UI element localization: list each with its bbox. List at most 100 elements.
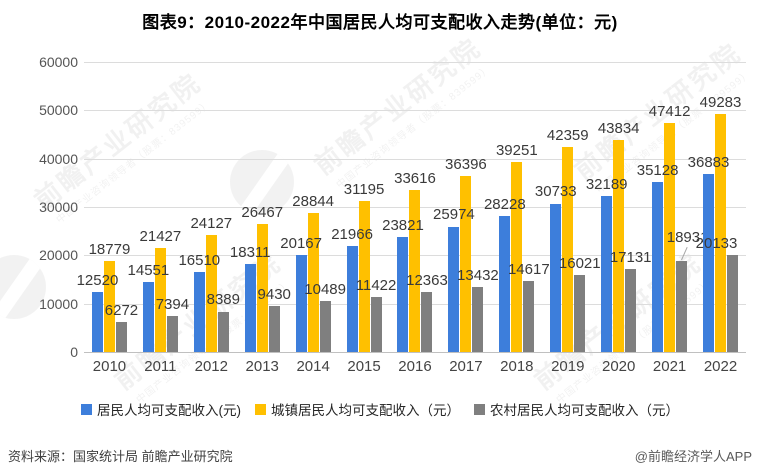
bar-group-2017: 25974 36396 13432 2017 [433, 62, 499, 375]
bar-group-2018: 28228 39251 14617 2018 [484, 62, 550, 375]
bar-series3-2022 [727, 254, 739, 352]
bar-series2-2020 [613, 140, 625, 352]
source-note: 资料来源：国家统计局 前瞻产业研究院 [8, 449, 233, 464]
data-label-series3-2022: 20133 [695, 234, 738, 252]
bar-group-2016: 23821 33616 12363 2016 [382, 62, 448, 375]
x-axis-tick-label: 2019 [551, 358, 585, 375]
data-label-series1-2012: 16510 [178, 252, 221, 270]
bar-series1-2018 [499, 215, 511, 352]
x-axis-tick-label: 2020 [601, 358, 636, 375]
bar-series1-2014 [295, 254, 307, 352]
bar-series1-2020 [601, 196, 613, 352]
legend-label: 城镇居民人均可支配收入（元） [271, 403, 460, 418]
data-label-series1-2010: 12520 [76, 271, 119, 289]
data-label-series3-2019: 16021 [558, 254, 601, 272]
bar-series3-2015 [370, 296, 382, 352]
data-label-series3-2021: 18931 [666, 228, 709, 246]
x-axis-tick-label: 2021 [652, 358, 687, 375]
bar-series2-2018 [511, 162, 523, 352]
data-label-series3-2018: 14617 [507, 261, 550, 279]
bar-series2-2013 [256, 224, 268, 352]
data-label-series1-2021: 35128 [636, 162, 679, 180]
legend-swatch-icon [81, 403, 92, 415]
bar-series1-2016 [397, 236, 409, 352]
data-label-series2-2012: 24127 [190, 215, 233, 233]
legend-label: 农村居民人均可支配收入（元） [490, 403, 679, 418]
bar-series1-2010 [91, 291, 103, 352]
data-label-series2-2011: 21427 [139, 228, 182, 246]
gridline [84, 110, 746, 112]
data-label-series2-2013: 26467 [241, 204, 284, 222]
footer: 资料来源：国家统计局 前瞻产业研究院 @前瞻经济学人APP [0, 444, 760, 466]
data-label-series2-2014: 28844 [292, 192, 334, 210]
bar-group-2012: 16510 24127 8389 2012 [178, 62, 240, 375]
data-label-series3-2011: 7394 [155, 296, 190, 314]
data-label-series1-2018: 28228 [483, 195, 526, 213]
x-axis-tick-label: 2011 [144, 358, 177, 375]
data-label-series1-2016: 23821 [382, 216, 424, 234]
data-label-series3-2013: 9430 [257, 286, 291, 304]
bar-series1-2022 [703, 173, 715, 352]
x-axis-tick-label: 2013 [245, 358, 279, 375]
bar-series2-2012 [205, 235, 217, 352]
bar-series3-2011 [166, 316, 178, 352]
bar-group-2013: 18311 26467 9430 2013 [230, 62, 291, 375]
chart-title: 图表9：2010-2022年中国居民人均可支配收入走势(单位：元) [142, 13, 618, 32]
data-label-series3-2016: 12363 [406, 272, 448, 290]
legend-item-series1: 居民人均可支配收入(元) [81, 399, 241, 419]
bar-series3-2021 [676, 260, 688, 352]
data-label-series2-2010: 18779 [88, 241, 131, 259]
data-label-series1-2015: 21966 [331, 225, 373, 243]
bar-series3-2014 [319, 301, 331, 352]
bar-series2-2015 [358, 201, 370, 352]
data-label-series2-2021: 47412 [648, 102, 691, 120]
data-label-series1-2022: 36883 [687, 153, 730, 171]
data-label-series1-2019: 30733 [534, 183, 577, 201]
data-label-series1-2011: 14551 [127, 261, 170, 279]
x-axis-tick-label: 2012 [194, 358, 228, 375]
x-axis-tick-label: 2017 [449, 358, 483, 375]
y-axis-tick-label: 20000 [39, 247, 78, 264]
data-label-series3-2010: 6272 [104, 301, 139, 319]
y-axis-tick-label: 60000 [39, 54, 78, 70]
legend-item-series2: 城镇居民人均可支配收入（元） [255, 399, 460, 419]
data-label-series3-2017: 13432 [457, 267, 499, 285]
plot-area: 0 10000 20000 30000 40000 50000 60000 12520 1877… [39, 54, 746, 375]
bar-series2-2019 [562, 147, 574, 352]
bar-series2-2011 [154, 248, 166, 352]
x-axis-tick-label: 2016 [398, 358, 432, 375]
bar-series3-2017 [472, 287, 484, 352]
bar-series1-2013 [244, 263, 256, 352]
x-axis-tick-label: 2015 [347, 358, 381, 375]
bar-group-2020: 32189 43834 17131 2020 [586, 62, 652, 375]
data-label-series2-2019: 42359 [546, 127, 589, 145]
bar-group-2015: 21966 31195 11422 2015 [331, 62, 396, 375]
x-axis-tick-label: 2022 [703, 358, 738, 375]
bar-series3-2019 [574, 274, 586, 352]
y-axis-tick-label: 0 [70, 344, 78, 360]
data-label-series1-2013: 18311 [229, 243, 271, 261]
data-label-series2-2022: 49283 [699, 93, 742, 111]
y-axis-tick-label: 30000 [39, 199, 78, 215]
bar-group-2011: 14551 21427 7394 2011 [128, 62, 190, 375]
data-label-series1-2017: 25974 [433, 206, 475, 224]
gridline [84, 158, 746, 160]
legend-swatch-icon [255, 403, 266, 415]
bar-series3-2020 [625, 269, 637, 352]
legend-swatch-icon [474, 403, 485, 415]
bar-series2-2017 [460, 176, 472, 352]
label-leader-line [680, 246, 688, 260]
bar-series1-2015 [346, 245, 358, 352]
data-label-series3-2012: 8389 [206, 291, 240, 309]
bar-series3-2012 [217, 311, 229, 352]
x-axis-tick-label: 2014 [296, 358, 330, 375]
y-axis-tick-label: 40000 [39, 150, 78, 167]
legend-item-series3: 农村居民人均可支配收入（元） [474, 399, 679, 419]
data-label-series2-2015: 31195 [343, 181, 385, 199]
bar-series1-2019 [550, 203, 562, 352]
bar-series2-2016 [409, 189, 421, 352]
gridline [84, 352, 746, 353]
data-label-series3-2015: 11422 [355, 276, 397, 294]
data-label-series1-2014: 20167 [280, 234, 322, 252]
